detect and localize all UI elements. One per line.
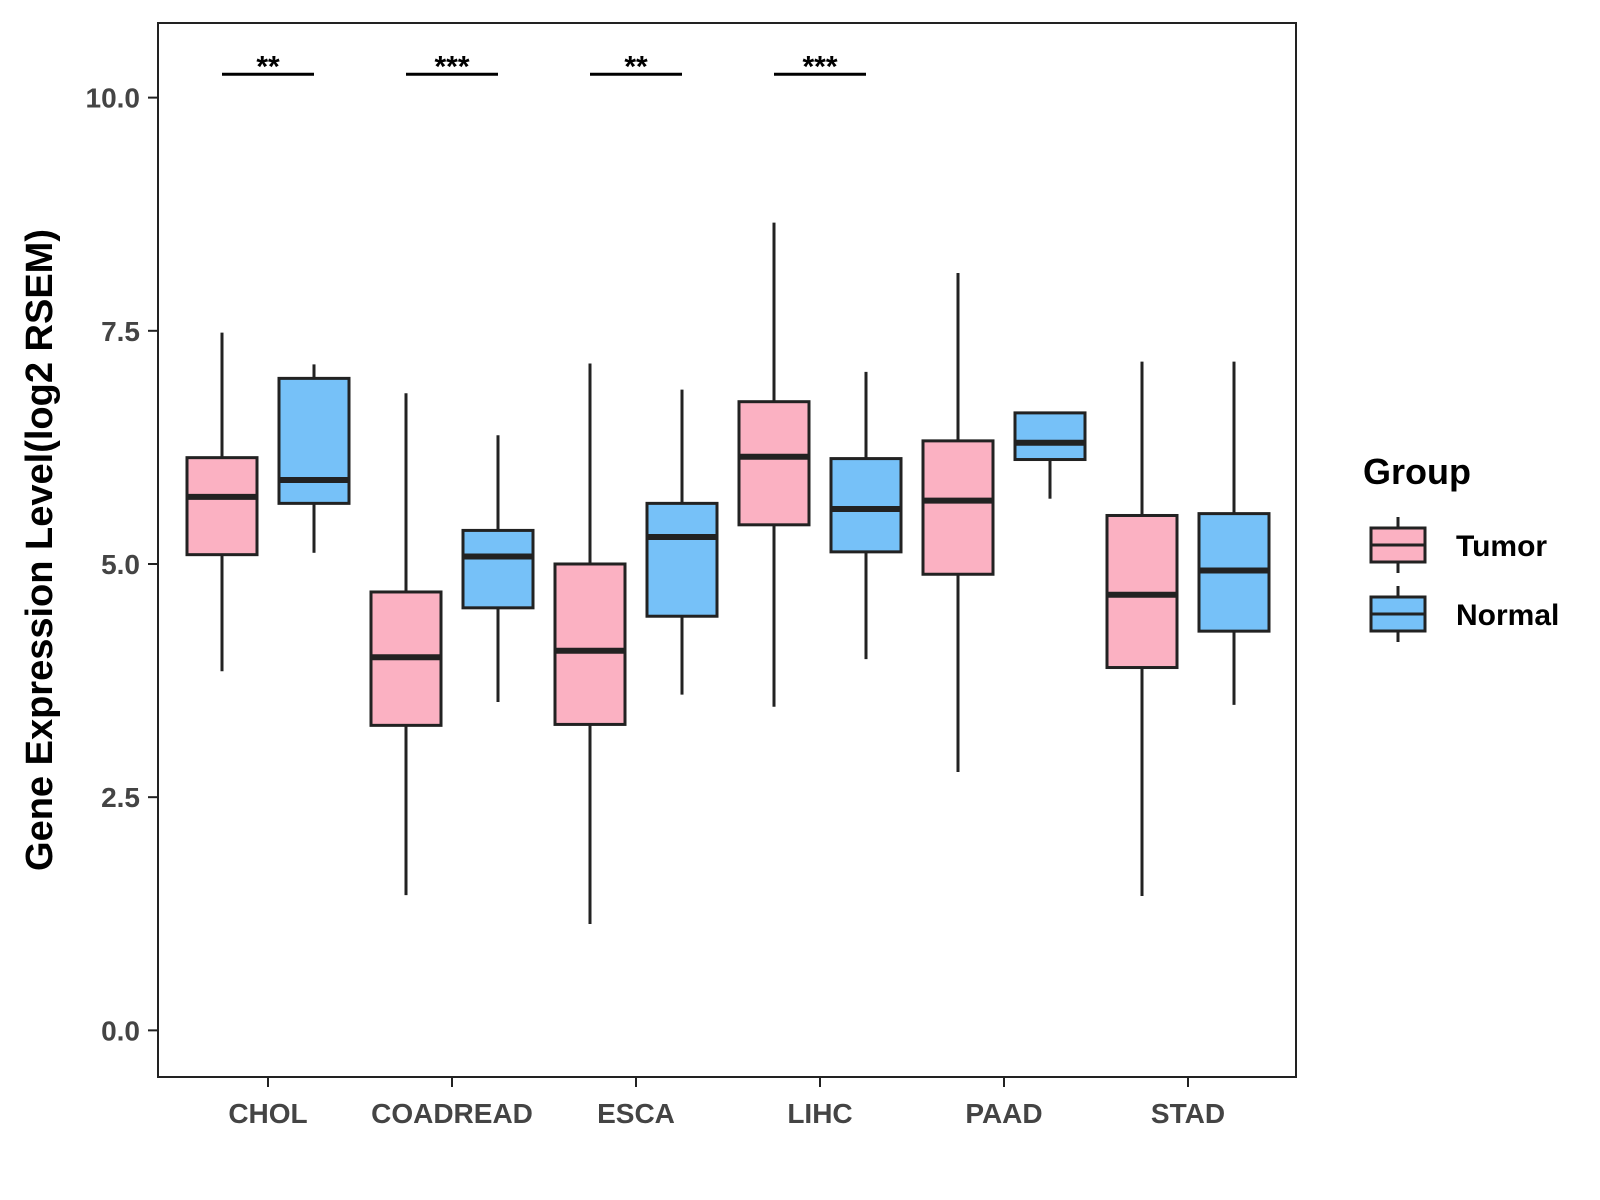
box-series (185, 222, 1271, 925)
box-normal-esca (645, 389, 719, 695)
x-tick-label: COADREAD (371, 1098, 533, 1129)
x-tick-label: LIHC (787, 1098, 852, 1129)
box-body (829, 457, 903, 554)
x-axis: CHOL COADREAD ESCA LIHC PAAD STAD (228, 1077, 1225, 1129)
box-tumor-lihc (737, 222, 811, 707)
box-body (277, 376, 351, 505)
significance-label: ** (256, 50, 280, 83)
box-normal-stad (1197, 361, 1271, 705)
significance-label: ** (624, 50, 648, 83)
box-normal-coadread (461, 435, 535, 703)
box-body (185, 456, 259, 557)
box-normal-paad (1013, 411, 1087, 499)
y-tick-label: 7.5 (101, 316, 140, 347)
y-axis-title: Gene Expression Level(log2 RSEM) (19, 229, 61, 871)
box-body (737, 400, 811, 527)
y-tick-label: 0.0 (101, 1015, 140, 1046)
x-tick-label: PAAD (965, 1098, 1042, 1129)
legend-label: Tumor (1456, 530, 1547, 563)
box-body (1013, 411, 1087, 462)
significance-label: *** (802, 50, 837, 83)
x-tick-label: CHOL (228, 1098, 307, 1129)
box-tumor-esca (553, 363, 627, 925)
box-tumor-chol (185, 332, 259, 672)
y-tick-label: 10.0 (86, 83, 141, 114)
box-body (645, 501, 719, 618)
x-tick-label: STAD (1151, 1098, 1225, 1129)
legend-label: Normal (1456, 599, 1559, 632)
significance-annotations: ** *** ** *** (222, 50, 866, 83)
box-tumor-paad (921, 272, 995, 772)
box-normal-lihc (829, 371, 903, 660)
box-normal-chol (277, 364, 351, 553)
significance-label: *** (434, 50, 469, 83)
y-tick-label: 2.5 (101, 782, 140, 813)
legend: Group Tumor Normal (1363, 451, 1559, 642)
x-tick-label: ESCA (597, 1098, 675, 1129)
y-axis: 0.0 2.5 5.0 7.5 10.0 (86, 83, 158, 1046)
legend-entry-tumor: Tumor (1369, 517, 1547, 573)
legend-entry-normal: Normal (1369, 586, 1559, 642)
box-body (553, 562, 627, 726)
legend-title: Group (1363, 451, 1471, 492)
box-body (461, 528, 535, 610)
box-tumor-coadread (369, 393, 443, 896)
box-body (921, 439, 995, 576)
box-body (1105, 513, 1179, 670)
box-tumor-stad (1105, 361, 1179, 897)
y-tick-label: 5.0 (101, 549, 140, 580)
